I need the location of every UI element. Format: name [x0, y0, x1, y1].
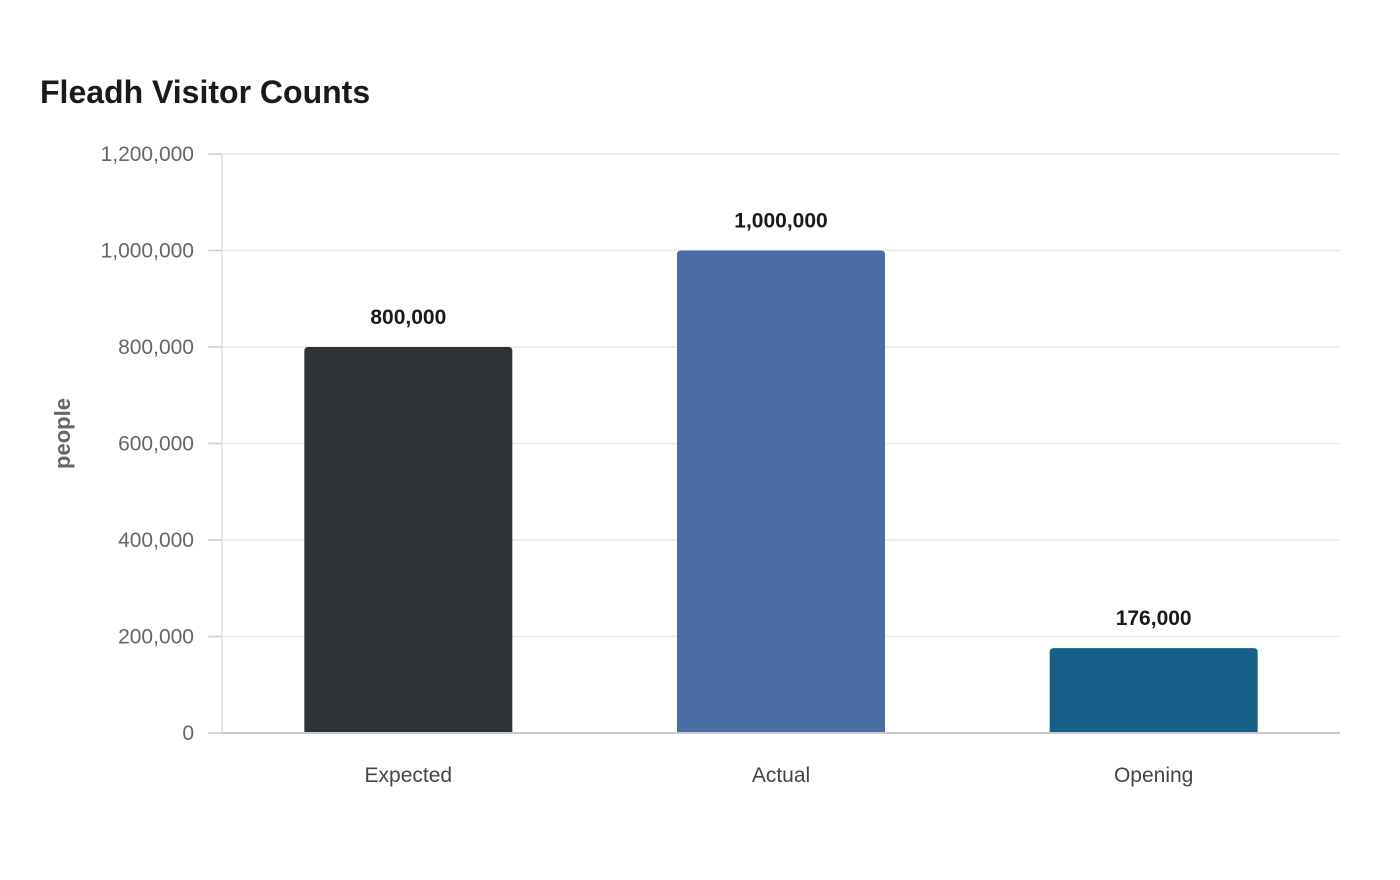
y-tick-label: 800,000	[118, 336, 194, 359]
bars	[304, 250, 1258, 733]
y-tick-label: 400,000	[118, 529, 194, 552]
bar-expected	[304, 347, 513, 733]
y-axis-title: people	[50, 398, 75, 469]
labels: 0 200,000 400,000 600,000 800,000 1,000,000 1,…	[101, 143, 1194, 787]
data-label: 800,000	[370, 306, 446, 329]
bar-actual	[677, 250, 885, 733]
x-tick-label: Expected	[365, 764, 453, 787]
y-tick-label: 0	[182, 722, 194, 745]
chart-title: Fleadh Visitor Counts	[40, 74, 371, 110]
data-label: 176,000	[1116, 607, 1192, 630]
bar-opening	[1049, 648, 1258, 733]
y-tick-label: 1,200,000	[101, 143, 194, 166]
data-label: 1,000,000	[734, 210, 827, 233]
y-tick-label: 200,000	[118, 626, 194, 649]
y-tick-label: 1,000,000	[101, 240, 194, 263]
axes	[208, 153, 1340, 734]
x-tick-label: Opening	[1114, 764, 1193, 787]
x-tick-label: Actual	[752, 764, 810, 787]
y-tick-label: 600,000	[118, 433, 194, 456]
